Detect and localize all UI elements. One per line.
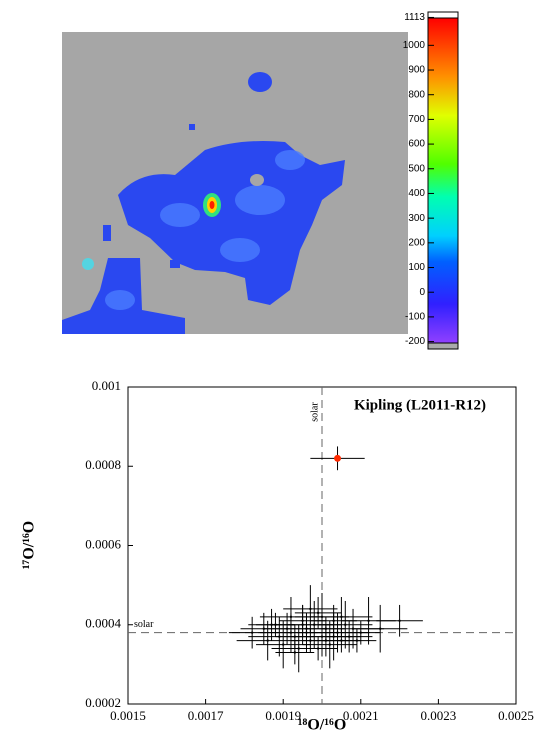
colorbar-tick-label: 300 — [408, 213, 425, 224]
data-point — [316, 611, 320, 615]
isotope-image — [62, 32, 408, 334]
data-point — [320, 615, 324, 619]
data-point — [324, 639, 328, 642]
data-point — [250, 631, 254, 634]
colorbar-tick-label: 0 — [419, 287, 425, 298]
data-point — [351, 627, 355, 630]
y-tick-label: 0.0004 — [85, 616, 121, 631]
data-point — [367, 619, 370, 622]
x-tick-label: 0.0021 — [343, 708, 379, 723]
colorbar-tick-label: 200 — [408, 237, 425, 248]
y-tick-label: 0.0002 — [85, 695, 121, 710]
colorbar-tick-label: 1000 — [403, 40, 426, 51]
data-point — [305, 627, 308, 630]
data-point — [398, 619, 401, 622]
colorbar-tick-label: 700 — [408, 114, 425, 125]
x-tick-label: 0.0023 — [421, 708, 457, 723]
colorbar-tick-label: 500 — [408, 163, 425, 174]
y-tick-label: 0.0008 — [85, 457, 121, 472]
colorbar — [427, 11, 459, 350]
colorbar-tick-label: 100 — [408, 262, 425, 273]
reference-label: solar — [134, 619, 154, 630]
x-tick-label: 0.0017 — [188, 708, 224, 723]
data-point — [316, 647, 320, 650]
colorbar-tick-label: 800 — [408, 89, 425, 100]
data-point — [379, 627, 382, 630]
data-point — [334, 454, 342, 462]
colorbar-tick-label: -200 — [405, 336, 425, 347]
x-axis-label: ¹⁸O/¹⁶O — [298, 717, 347, 734]
data-point — [270, 623, 273, 626]
data-point — [289, 631, 293, 634]
data-point — [332, 635, 335, 638]
y-tick-label: 0.0006 — [85, 536, 121, 551]
data-point — [297, 647, 300, 650]
colorbar-tick-label: 400 — [408, 188, 425, 199]
colorbar-tick-label: -100 — [405, 312, 425, 323]
data-point — [293, 651, 297, 654]
data-point — [344, 623, 347, 626]
colorbar-tick-label: 1113 — [404, 12, 425, 23]
data-point — [309, 607, 312, 611]
data-point — [301, 623, 304, 626]
reference-label: solar — [309, 402, 320, 422]
colorbar-tick-label: 600 — [408, 139, 425, 150]
data-point — [262, 627, 265, 630]
data-point — [282, 643, 285, 646]
x-tick-label: 0.0015 — [110, 708, 146, 723]
data-point — [328, 643, 331, 646]
annotation: Kipling (L2011-R12) — [354, 397, 486, 413]
data-point — [336, 631, 339, 634]
data-point — [266, 639, 269, 642]
y-tick-label: 0.001 — [92, 378, 121, 393]
data-point — [359, 631, 362, 634]
data-point — [278, 635, 281, 638]
data-point — [355, 639, 359, 642]
x-tick-label: 0.0025 — [498, 708, 534, 723]
x-tick-label: 0.0019 — [265, 708, 301, 723]
y-axis-label: ¹⁷O/¹⁶O — [21, 521, 38, 570]
colorbar-tick-label: 900 — [408, 65, 425, 76]
